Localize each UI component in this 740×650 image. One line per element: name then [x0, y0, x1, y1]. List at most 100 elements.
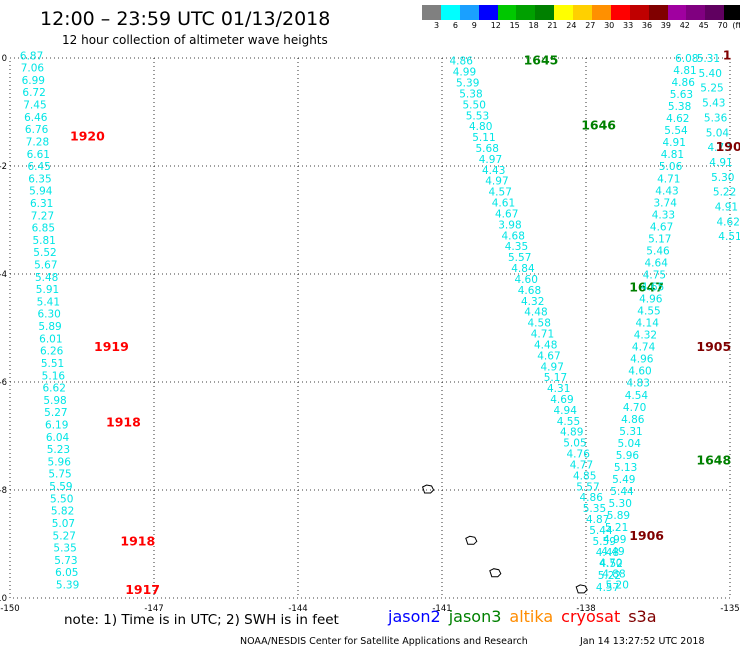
- wave-height-value: 6.08: [675, 53, 698, 65]
- pass-time-label: 1920: [70, 128, 105, 143]
- wave-height-value: 5.22: [598, 570, 621, 582]
- color-scale-tick-label: 24: [566, 21, 577, 30]
- wave-height-value: 6.05: [55, 567, 78, 579]
- wave-height-value: 4.43: [482, 165, 505, 177]
- note-text: note: 1) Time is in UTC; 2) SWH is in fe…: [64, 612, 339, 628]
- color-scale-tick-label: 39: [660, 21, 671, 30]
- footer-credit: NOAA/NESDIS Center for Satellite Applica…: [240, 636, 528, 647]
- color-scale-tick-label: (ft): [732, 21, 740, 30]
- wave-height-value: 5.91: [36, 284, 59, 296]
- pass-time-label: 1647: [629, 280, 664, 295]
- wave-height-value: 4.54: [625, 390, 649, 402]
- color-scale-tick-label: 30: [604, 21, 615, 30]
- color-scale-tick-label: 6: [452, 21, 458, 30]
- latitude-tick-label: -2: [0, 162, 7, 172]
- color-scale-tick-label: 15: [509, 21, 520, 30]
- wave-height-value: 4.58: [528, 318, 551, 330]
- pass-time-label: 1646: [581, 118, 616, 133]
- wave-height-value: 4.33: [652, 209, 675, 221]
- wave-height-value: 5.17: [544, 372, 567, 384]
- island-3: [489, 568, 502, 578]
- wave-height-value: 5.59: [593, 536, 616, 548]
- wave-height-value: 4.77: [570, 459, 593, 471]
- wave-height-value: 4.99: [603, 534, 626, 546]
- wave-height-value: 5.39: [456, 78, 479, 90]
- wave-height-value: 4.32: [521, 296, 544, 308]
- wave-height-value: 6.01: [39, 333, 62, 345]
- map-frame: [9, 57, 731, 599]
- cryosat-west: 6.877.066.996.727.456.466.767.286.616.45…: [20, 50, 160, 597]
- wave-height-value: 5.06: [659, 161, 683, 173]
- wave-height-value: 5.49: [612, 474, 635, 486]
- wave-height-value: 4.65: [641, 282, 664, 294]
- wave-height-value: 5.59: [49, 481, 72, 493]
- wave-height-value: 4.52: [600, 558, 623, 570]
- wave-height-value: 5.54: [664, 125, 688, 137]
- wave-height-value: 5.67: [34, 260, 57, 272]
- wave-height-value: 7.06: [21, 63, 45, 75]
- wave-height-value: 4.96: [630, 354, 654, 366]
- color-swatch: [667, 5, 687, 20]
- wave-height-value: 4.55: [637, 306, 660, 318]
- wave-height-value: 5.44: [610, 486, 634, 498]
- legend-jason3: jason3: [448, 607, 502, 626]
- wave-height-value: 4.67: [537, 350, 560, 362]
- pass-time-label: 1645: [524, 53, 559, 68]
- wave-height-value: 5.04: [618, 438, 642, 450]
- wave-height-value: 5.11: [472, 132, 495, 144]
- wave-height-value: 4.14: [636, 318, 660, 330]
- color-scale-tick-label: 45: [698, 21, 709, 30]
- wave-height-value: 5.89: [607, 510, 630, 522]
- color-scale-tick-label: 3: [434, 21, 440, 30]
- wave-height-value: 5.41: [37, 296, 60, 308]
- wave-height-value: 4.62: [666, 113, 689, 125]
- wave-height-value: 5.53: [466, 110, 489, 122]
- pass-time-label: 1918: [120, 533, 155, 548]
- wave-height-value: 7.45: [23, 100, 46, 112]
- chart-title: 12:00 – 23:59 UTC 01/13/2018: [40, 8, 331, 30]
- wave-height-value: 6.04: [46, 432, 70, 444]
- wave-height-value: 5.52: [33, 247, 56, 259]
- wave-height-value: 4.31: [547, 383, 570, 395]
- wave-height-value: 4.89: [560, 427, 583, 439]
- color-scale-tick-label: 27: [585, 21, 596, 30]
- wave-height-value: 6.87: [20, 50, 43, 62]
- wave-height-value: 4.81: [661, 149, 684, 161]
- wave-height-value: 4.86: [580, 492, 604, 504]
- wave-height-value: 4.86: [672, 77, 696, 89]
- wave-height-value: 4.68: [502, 230, 525, 242]
- s3a-track: 6.084.814.865.635.384.625.544.914.815.06…: [596, 53, 731, 594]
- jason3-track: 4.864.995.395.385.505.534.805.115.684.97…: [450, 53, 732, 592]
- wave-height-value: 4.96: [639, 294, 663, 306]
- wave-height-value: 6.35: [28, 173, 51, 185]
- chart-subtitle: 12 hour collection of altimeter wave hei…: [62, 33, 328, 47]
- color-swatch: [610, 5, 630, 20]
- wave-height-value: 4.32: [634, 330, 657, 342]
- wave-height-value: 7.27: [31, 210, 54, 222]
- legend-s3a: s3a: [628, 607, 657, 626]
- wave-height-value: 7.28: [26, 136, 49, 148]
- wave-height-value: 4.75: [643, 269, 666, 281]
- wave-height-value: 5.75: [48, 469, 71, 481]
- wave-height-value: 4.55: [557, 416, 580, 428]
- wave-height-value: 5.35: [583, 503, 606, 515]
- wave-height-value: 4.71: [531, 329, 554, 341]
- pass-time-label: 1918: [106, 415, 141, 430]
- wave-height-value: 4.91: [709, 157, 732, 169]
- wave-height-value: 4.94: [554, 405, 578, 417]
- wave-height-value: 4.80: [469, 121, 492, 133]
- color-swatch: [554, 5, 574, 20]
- wave-height-value: 5.96: [616, 450, 640, 462]
- wave-height-value: 5.30: [609, 498, 632, 510]
- color-swatch: [592, 5, 611, 20]
- wave-height-value: 6.31: [30, 198, 53, 210]
- wave-height-value: 5.57: [508, 252, 531, 264]
- s3a-east: 5.31 5.40 5.25 5.43 5.36 5.04 4.73 4.91 5.30 5.22…: [697, 47, 740, 243]
- wave-height-value: 6.26: [40, 346, 64, 358]
- legend-jason2: jason2: [388, 607, 441, 626]
- color-swatch: [497, 5, 517, 20]
- wave-height-value: 5.21: [605, 522, 628, 534]
- wave-height-value: 4.61: [492, 198, 515, 210]
- color-swatch: [459, 5, 479, 20]
